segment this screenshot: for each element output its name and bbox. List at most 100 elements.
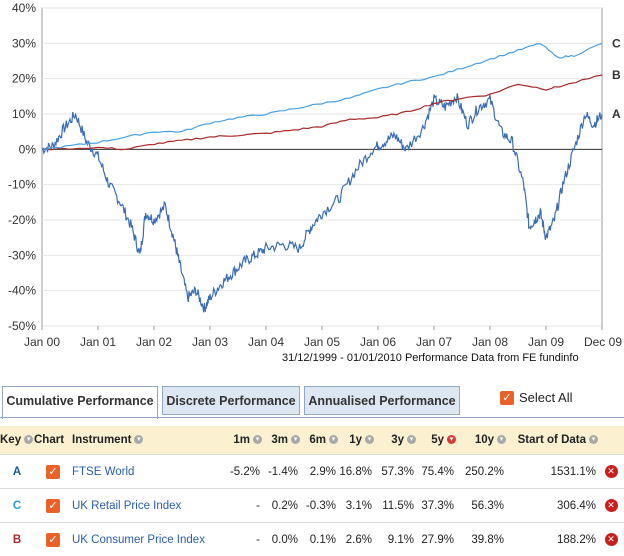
- table-header-row: Key ▾ Chart Instrument ▾ 1m ▾ 3m ▾ 6m ▾ 1y ▾ 3…: [0, 426, 624, 455]
- y-tick-label: -20%: [8, 213, 36, 227]
- header-chart[interactable]: Chart: [34, 426, 72, 455]
- checkmark-icon[interactable]: ✓: [46, 498, 60, 513]
- header-1m[interactable]: 1m ▾: [222, 426, 262, 455]
- header-3y[interactable]: 3y ▾: [374, 426, 416, 455]
- header-6m[interactable]: 6m ▾: [300, 426, 338, 455]
- header-label: 3y: [391, 434, 404, 446]
- cell-start-of-data: 306.4%: [506, 488, 598, 523]
- row-remove[interactable]: ✕: [598, 454, 624, 489]
- cell-10y: 39.8%: [456, 522, 506, 556]
- row-key: B: [0, 522, 34, 556]
- header-label: 6m: [309, 434, 326, 446]
- header-label: 3m: [271, 434, 288, 446]
- cell-1m: -5.2%: [222, 454, 262, 489]
- cell-1m: -: [222, 522, 262, 556]
- header-5y[interactable]: 5y ▾: [416, 426, 456, 455]
- chart-caption: 31/12/1999 - 01/01/2010 Performance Data…: [282, 352, 579, 364]
- cell-5y: 37.3%: [416, 488, 456, 523]
- x-tick-label: Dec 09: [584, 335, 622, 349]
- cell-6m: 2.9%: [300, 454, 338, 489]
- header-label: Key: [0, 434, 22, 446]
- y-tick-label: 10%: [12, 107, 36, 121]
- sort-chevron-icon[interactable]: ▾: [447, 435, 456, 445]
- select-all-control[interactable]: ✓ Select All: [500, 390, 572, 405]
- series-line-a: [41, 93, 603, 313]
- x-tick-label: Jan 09: [528, 335, 564, 349]
- row-chart-toggle[interactable]: ✓: [34, 522, 72, 556]
- header-label: 1m: [233, 434, 250, 446]
- header-remove: [598, 426, 624, 455]
- sort-chevron-icon[interactable]: ▾: [291, 435, 300, 445]
- sort-chevron-icon[interactable]: ▾: [497, 435, 506, 445]
- cell-1m: -: [222, 488, 262, 523]
- cell-3m: 0.0%: [262, 522, 300, 556]
- x-axis-labels: Jan 00 Jan 01 Jan 02 Jan 03 Jan 04 Jan 05 Jan …: [24, 326, 622, 349]
- tab-annualised-performance[interactable]: Annualised Performance: [304, 386, 460, 415]
- x-tick-label: Jan 07: [416, 335, 452, 349]
- sort-chevron-icon[interactable]: ▾: [365, 435, 374, 445]
- cell-6m: 0.1%: [300, 522, 338, 556]
- header-10y[interactable]: 10y ▾: [456, 426, 506, 455]
- instrument-link[interactable]: FTSE World: [72, 454, 222, 489]
- series-key-label: B: [612, 68, 621, 82]
- remove-x-icon[interactable]: ✕: [604, 499, 618, 512]
- x-tick-label: Jan 02: [136, 335, 172, 349]
- select-all-label: Select All: [519, 390, 573, 405]
- x-tick-label: Jan 03: [192, 335, 228, 349]
- series-lines: [41, 42, 603, 313]
- sort-chevron-icon[interactable]: ▾: [134, 435, 144, 445]
- row-remove[interactable]: ✕: [598, 522, 624, 556]
- header-3m[interactable]: 3m ▾: [262, 426, 300, 455]
- row-chart-toggle[interactable]: ✓: [34, 488, 72, 523]
- cell-start-of-data: 188.2%: [506, 522, 598, 556]
- series-end-keys: A B C: [612, 36, 621, 121]
- table-row: A ✓ FTSE World -5.2% -1.4% 2.9% 16.8% 57…: [0, 454, 624, 489]
- x-tick-label: Jan 06: [360, 335, 396, 349]
- instrument-link[interactable]: UK Retail Price Index: [72, 488, 222, 523]
- x-tick-label: Jan 05: [304, 335, 340, 349]
- checkmark-icon[interactable]: ✓: [46, 464, 60, 479]
- remove-x-icon[interactable]: ✕: [604, 533, 618, 546]
- series-key-label: C: [612, 36, 621, 50]
- series-line-b: [41, 74, 603, 151]
- cell-3y: 9.1%: [374, 522, 416, 556]
- tab-cumulative-performance[interactable]: Cumulative Performance: [2, 386, 158, 419]
- header-key[interactable]: Key ▾: [0, 426, 34, 455]
- header-start-of-data[interactable]: Start of Data ▾: [506, 426, 598, 455]
- header-label: Instrument: [72, 434, 132, 446]
- remove-x-icon[interactable]: ✕: [604, 465, 618, 478]
- y-axis-labels: 40% 30% 20% 10% 0% -10% -20% -30% -40% -50%: [8, 1, 36, 333]
- checkmark-icon[interactable]: ✓: [46, 532, 60, 547]
- cell-start-of-data: 1531.1%: [506, 454, 598, 489]
- header-1y[interactable]: 1y ▾: [338, 426, 374, 455]
- header-label: Start of Data: [517, 434, 586, 446]
- header-instrument[interactable]: Instrument ▾: [72, 426, 222, 455]
- x-tick-label: Jan 08: [472, 335, 508, 349]
- sort-chevron-icon[interactable]: ▾: [24, 435, 34, 445]
- cell-5y: 75.4%: [416, 454, 456, 489]
- header-label: Chart: [34, 434, 65, 446]
- row-chart-toggle[interactable]: ✓: [34, 454, 72, 489]
- y-tick-label: -10%: [8, 178, 36, 192]
- sort-chevron-icon[interactable]: ▾: [329, 435, 338, 445]
- y-tick-label: 30%: [12, 36, 36, 50]
- cell-1y: 16.8%: [338, 454, 374, 489]
- x-tick-label: Jan 01: [80, 335, 116, 349]
- sort-chevron-icon[interactable]: ▾: [253, 435, 262, 445]
- tab-discrete-performance[interactable]: Discrete Performance: [162, 386, 300, 415]
- performance-chart: 40% 30% 20% 10% 0% -10% -20% -30% -40% -50% Jan 0…: [8, 1, 622, 349]
- instrument-link[interactable]: UK Consumer Price Index: [72, 522, 222, 556]
- sort-chevron-icon[interactable]: ▾: [407, 435, 416, 445]
- plot-frame: [41, 7, 603, 327]
- row-remove[interactable]: ✕: [598, 488, 624, 523]
- cell-6m: -0.3%: [300, 488, 338, 523]
- row-key: A: [0, 454, 34, 489]
- y-tick-label: 20%: [12, 72, 36, 86]
- table-row: C ✓ UK Retail Price Index - 0.2% -0.3% 3…: [0, 488, 624, 523]
- checkmark-icon[interactable]: ✓: [500, 390, 514, 405]
- y-tick-label: 0%: [19, 142, 37, 156]
- series-line-c: [41, 42, 603, 151]
- sort-chevron-icon[interactable]: ▾: [589, 435, 598, 445]
- y-tick-label: -50%: [8, 319, 36, 333]
- series-key-label: A: [612, 107, 621, 121]
